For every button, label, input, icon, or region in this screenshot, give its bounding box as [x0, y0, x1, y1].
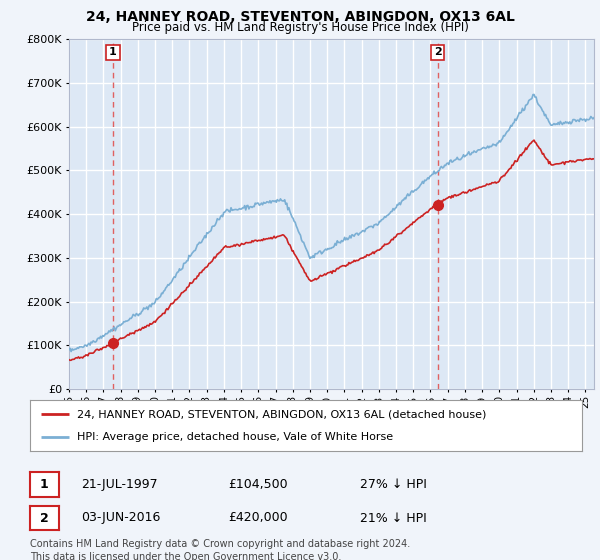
Text: 21-JUL-1997: 21-JUL-1997 [81, 478, 158, 491]
Text: 1: 1 [109, 48, 117, 57]
Text: 24, HANNEY ROAD, STEVENTON, ABINGDON, OX13 6AL (detached house): 24, HANNEY ROAD, STEVENTON, ABINGDON, OX… [77, 409, 486, 419]
Text: 21% ↓ HPI: 21% ↓ HPI [360, 511, 427, 525]
Text: 2: 2 [40, 511, 49, 525]
Text: 27% ↓ HPI: 27% ↓ HPI [360, 478, 427, 491]
Text: £420,000: £420,000 [228, 511, 287, 525]
Text: Price paid vs. HM Land Registry's House Price Index (HPI): Price paid vs. HM Land Registry's House … [131, 21, 469, 34]
Text: 03-JUN-2016: 03-JUN-2016 [81, 511, 160, 525]
Text: 24, HANNEY ROAD, STEVENTON, ABINGDON, OX13 6AL: 24, HANNEY ROAD, STEVENTON, ABINGDON, OX… [86, 10, 514, 24]
Text: 1: 1 [40, 478, 49, 491]
Text: 2: 2 [434, 48, 442, 57]
Text: HPI: Average price, detached house, Vale of White Horse: HPI: Average price, detached house, Vale… [77, 432, 393, 442]
Text: Contains HM Land Registry data © Crown copyright and database right 2024.
This d: Contains HM Land Registry data © Crown c… [30, 539, 410, 560]
Text: £104,500: £104,500 [228, 478, 287, 491]
